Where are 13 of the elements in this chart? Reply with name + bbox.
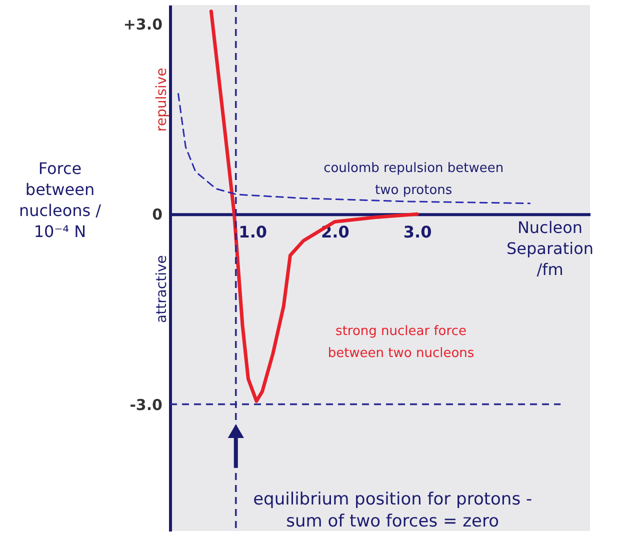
y-axis-title: Force between nucleons / 10⁻⁴ N xyxy=(18,159,102,242)
line-series xyxy=(177,92,531,204)
annotation: equilibrium position for protons - sum of two forces = zero xyxy=(253,489,532,532)
y-tick-label: -3.0 xyxy=(130,396,162,414)
x-axis-title: Nucleon Separation /fm xyxy=(506,218,594,280)
annotation: strong nuclear force between two nucleons xyxy=(328,324,474,362)
text: repulsive xyxy=(154,68,170,132)
x-tick-label: 3.0 xyxy=(403,222,432,242)
annotation: coulomb repulsion between two protons xyxy=(324,161,504,198)
x-tick-label: 1.0 xyxy=(238,222,268,242)
text: attractive xyxy=(154,255,170,323)
y-tick-label: +3.0 xyxy=(123,16,162,34)
y-tick-label: 0 xyxy=(152,206,162,224)
